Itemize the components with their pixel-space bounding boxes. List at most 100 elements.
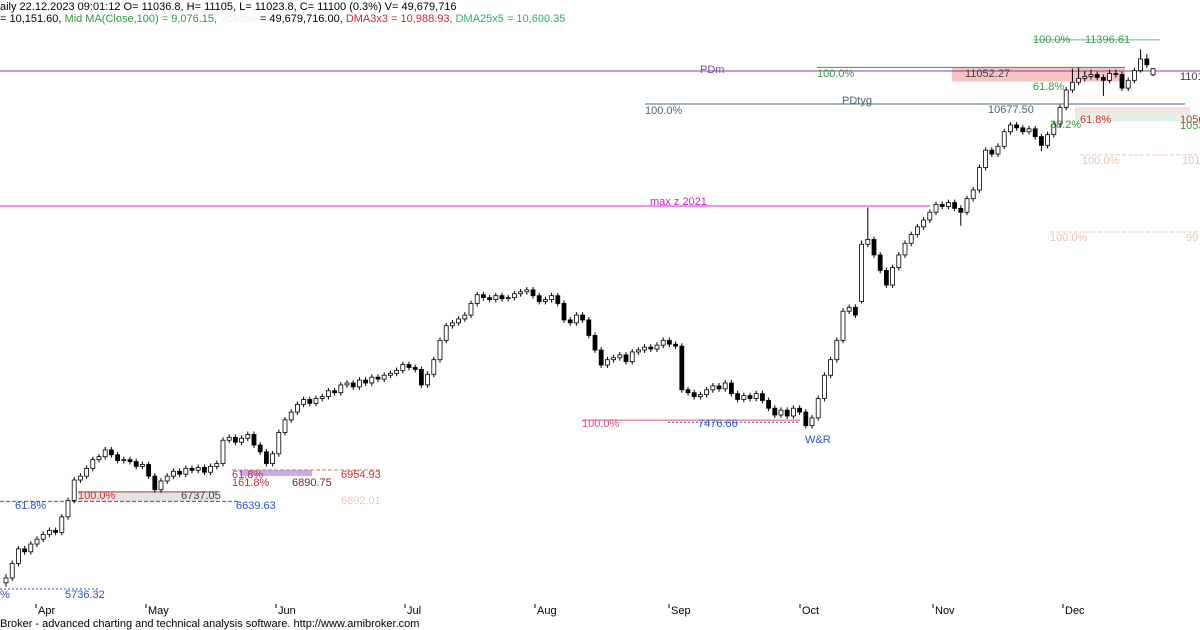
candle-body xyxy=(47,530,52,535)
annotation: 6639.63 xyxy=(236,500,276,512)
candle-body xyxy=(350,382,356,388)
candle-body xyxy=(375,376,381,380)
candle-body xyxy=(139,464,145,467)
candle-body xyxy=(834,339,840,361)
annotation: 61.8% xyxy=(15,500,46,512)
candle-body xyxy=(232,436,238,443)
annotation: 101 xyxy=(1182,155,1200,167)
candle-body xyxy=(1119,74,1125,89)
candle-body xyxy=(301,399,307,405)
candle-body xyxy=(1101,77,1106,81)
candle-body xyxy=(1138,58,1143,72)
candle-body xyxy=(53,530,58,533)
candle-body xyxy=(394,369,400,374)
candle-body xyxy=(127,459,133,462)
candle-body xyxy=(356,379,362,388)
candle-body xyxy=(270,453,276,464)
annotation: 99 xyxy=(1186,232,1198,244)
candle-body xyxy=(958,207,964,213)
candle-body xyxy=(673,343,678,347)
candle-body xyxy=(363,379,369,384)
candle-body xyxy=(381,374,387,380)
candle-body xyxy=(257,444,263,453)
candle-body xyxy=(1088,74,1094,77)
candle-body xyxy=(890,267,895,286)
candle-body xyxy=(753,393,759,399)
candle-body xyxy=(760,393,765,401)
candle-body xyxy=(3,577,9,584)
candle-body xyxy=(691,392,697,397)
candle-body xyxy=(239,437,245,443)
x-tick-label: Aug xyxy=(537,605,557,617)
candle-body xyxy=(710,385,716,391)
annotation: 7476.66 xyxy=(698,418,738,430)
candle-body xyxy=(34,538,40,545)
candle-body xyxy=(902,242,908,256)
candle-body xyxy=(1113,73,1119,75)
candle-body xyxy=(325,390,331,397)
candle-body xyxy=(1032,128,1038,137)
candle-body xyxy=(1008,124,1013,133)
candle-body xyxy=(1132,70,1137,81)
candle-body xyxy=(828,359,833,376)
candle-body xyxy=(251,434,257,446)
candle-body xyxy=(276,432,282,455)
candle-body xyxy=(456,318,462,324)
annotation: 100.0% xyxy=(78,490,116,502)
candle-body xyxy=(877,254,883,271)
candle-body xyxy=(493,295,499,300)
candle-body xyxy=(989,149,995,155)
zone xyxy=(78,491,218,501)
annotation: PDtyg xyxy=(842,95,872,107)
zone xyxy=(1075,106,1190,113)
candle-body xyxy=(15,548,21,564)
x-tick-label: Jun xyxy=(278,605,296,617)
candle-body xyxy=(338,384,344,394)
candle-body xyxy=(952,202,957,209)
candle-body xyxy=(561,303,567,321)
candle-body xyxy=(195,466,201,471)
candle-body xyxy=(499,295,505,299)
candle-body xyxy=(611,357,616,361)
candle-body xyxy=(772,407,778,416)
candle-body xyxy=(598,349,604,366)
candle-body xyxy=(667,339,672,345)
candle-body xyxy=(580,314,585,321)
candle-body xyxy=(1070,81,1075,91)
candle-body xyxy=(294,403,300,413)
candle-body xyxy=(512,293,517,299)
candle-body xyxy=(369,376,375,384)
annotation: 100.0% xyxy=(1082,155,1120,167)
candle-body xyxy=(462,314,468,320)
candle-body xyxy=(549,295,554,300)
zone xyxy=(1075,112,1190,122)
candle-body xyxy=(1107,73,1112,81)
header-segment: DMA3x3 = 10,988.93, xyxy=(345,13,456,25)
candle-body xyxy=(1057,107,1063,125)
candle-body xyxy=(214,463,220,467)
candle-body xyxy=(846,306,852,312)
candle-body xyxy=(729,382,734,395)
candle-body xyxy=(1039,136,1044,146)
candle-body xyxy=(109,449,114,456)
annotation: 61.8% xyxy=(1033,81,1064,93)
candle-body xyxy=(970,189,976,200)
candle-body xyxy=(158,480,164,491)
candle-body xyxy=(574,314,579,324)
candle-body xyxy=(164,475,170,482)
candle-body xyxy=(22,548,28,553)
candle-body xyxy=(809,417,815,427)
candle-body xyxy=(425,373,431,386)
candle-body xyxy=(288,411,294,421)
candle-body xyxy=(431,359,437,375)
candle-body xyxy=(617,354,623,359)
header-segment: Volume xyxy=(220,13,260,25)
x-tick-label: Jul xyxy=(407,605,421,617)
candle-body xyxy=(387,372,393,376)
candle-body xyxy=(853,306,858,316)
candle-body xyxy=(915,226,920,235)
annotation: 1056 xyxy=(1180,114,1200,126)
candle-body xyxy=(636,349,641,353)
candle-body xyxy=(964,198,970,213)
